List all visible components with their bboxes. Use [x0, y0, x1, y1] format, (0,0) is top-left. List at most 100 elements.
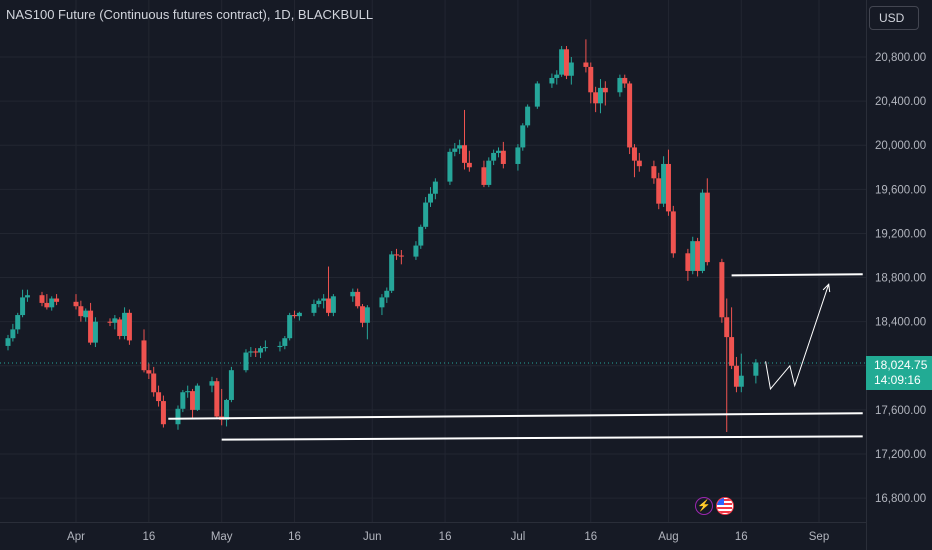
candle-down[interactable] — [160, 401, 166, 425]
candle-down[interactable] — [733, 365, 739, 387]
candle-down[interactable] — [500, 150, 506, 164]
candle-up[interactable] — [350, 291, 356, 297]
candle-down[interactable] — [73, 301, 79, 307]
candle-up[interactable] — [262, 347, 268, 349]
candle-down[interactable] — [326, 298, 332, 313]
candle-up[interactable] — [10, 329, 16, 339]
candle-down[interactable] — [394, 254, 400, 256]
candle-up[interactable] — [495, 150, 501, 153]
candle-up[interactable] — [5, 338, 11, 346]
candle-up[interactable] — [413, 245, 419, 257]
candle-down[interactable] — [214, 381, 220, 417]
candle-down[interactable] — [631, 147, 637, 161]
candle-down[interactable] — [670, 211, 676, 254]
candle-down[interactable] — [636, 160, 642, 167]
candle-down[interactable] — [593, 92, 599, 104]
candle-up[interactable] — [287, 315, 293, 339]
candle-up[interactable] — [753, 362, 759, 376]
candle-down[interactable] — [107, 321, 113, 323]
candle-up[interactable] — [321, 298, 327, 301]
candle-up[interactable] — [379, 297, 385, 308]
candle-down[interactable] — [719, 262, 725, 318]
candle-up[interactable] — [15, 315, 21, 330]
candle-up[interactable] — [180, 392, 186, 409]
candle-down[interactable] — [156, 392, 162, 402]
candle-up[interactable] — [447, 151, 453, 182]
candle-up[interactable] — [418, 226, 424, 246]
candle-up[interactable] — [83, 310, 89, 318]
candle-down[interactable] — [151, 373, 157, 393]
candle-down[interactable] — [466, 162, 472, 168]
candle-down[interactable] — [126, 312, 132, 341]
candle-up[interactable] — [243, 352, 249, 371]
resistance-line[interactable] — [731, 273, 863, 277]
candle-up[interactable] — [486, 160, 492, 185]
candle-down[interactable] — [398, 255, 404, 257]
candle-up[interactable] — [282, 338, 288, 346]
candle-up[interactable] — [428, 193, 434, 203]
candle-down[interactable] — [583, 62, 589, 67]
candle-up[interactable] — [258, 348, 264, 353]
candle-up[interactable] — [330, 296, 336, 313]
support-lower-line[interactable] — [221, 435, 863, 441]
candle-down[interactable] — [54, 298, 60, 302]
candle-up[interactable] — [122, 312, 128, 337]
candle-up[interactable] — [20, 297, 26, 316]
candle-up[interactable] — [277, 345, 283, 348]
candle-up[interactable] — [296, 312, 302, 317]
candle-up[interactable] — [568, 62, 574, 76]
candle-down[interactable] — [695, 241, 701, 271]
support-upper-line[interactable] — [168, 412, 863, 420]
projection-path[interactable] — [765, 284, 830, 391]
candle-up[interactable] — [316, 300, 322, 305]
candle-down[interactable] — [253, 351, 259, 353]
candle-up[interactable] — [661, 163, 667, 204]
candle-up[interactable] — [491, 152, 497, 161]
candle-down[interactable] — [141, 340, 147, 371]
candle-up[interactable] — [738, 375, 744, 387]
candle-up[interactable] — [364, 307, 370, 323]
candle-up[interactable] — [228, 370, 234, 400]
candle-up[interactable] — [92, 321, 98, 343]
candle-down[interactable] — [665, 163, 671, 212]
candle-up[interactable] — [554, 74, 560, 78]
candle-down[interactable] — [360, 306, 366, 323]
candle-up[interactable] — [525, 106, 531, 126]
candle-up[interactable] — [617, 77, 623, 93]
currency-button[interactable]: USD — [869, 6, 919, 30]
candle-down[interactable] — [78, 306, 84, 317]
candle-up[interactable] — [248, 351, 254, 353]
candle-up[interactable] — [432, 181, 438, 194]
candle-up[interactable] — [194, 385, 200, 410]
candle-down[interactable] — [563, 49, 569, 76]
lightning-icon[interactable]: ⚡ — [695, 497, 713, 515]
candle-up[interactable] — [389, 254, 395, 291]
candle-down[interactable] — [685, 253, 691, 271]
candle-down[interactable] — [146, 370, 152, 374]
candle-up[interactable] — [597, 87, 603, 104]
candle-up[interactable] — [384, 290, 390, 298]
candle-up[interactable] — [690, 241, 696, 271]
candle-up[interactable] — [185, 391, 191, 393]
candle-down[interactable] — [355, 291, 361, 307]
candle-up[interactable] — [224, 399, 230, 420]
candle-up[interactable] — [209, 381, 215, 386]
candle-down[interactable] — [724, 317, 730, 338]
candle-up[interactable] — [699, 192, 705, 271]
candle-down[interactable] — [44, 302, 50, 308]
candle-down[interactable] — [481, 167, 487, 185]
candle-down[interactable] — [627, 83, 633, 148]
candle-down[interactable] — [190, 391, 196, 410]
candle-down[interactable] — [461, 145, 467, 163]
candle-down[interactable] — [588, 66, 594, 93]
candle-down[interactable] — [704, 192, 710, 263]
candle-down[interactable] — [39, 295, 45, 303]
candle-up[interactable] — [311, 304, 317, 313]
symbol-title[interactable]: NAS100 Future (Continuous futures contra… — [6, 7, 374, 22]
candle-down[interactable] — [729, 337, 735, 366]
candle-up[interactable] — [457, 145, 463, 149]
candle-up[interactable] — [559, 49, 565, 75]
candle-up[interactable] — [175, 408, 181, 425]
candle-down[interactable] — [622, 77, 628, 84]
candle-up[interactable] — [423, 202, 429, 227]
